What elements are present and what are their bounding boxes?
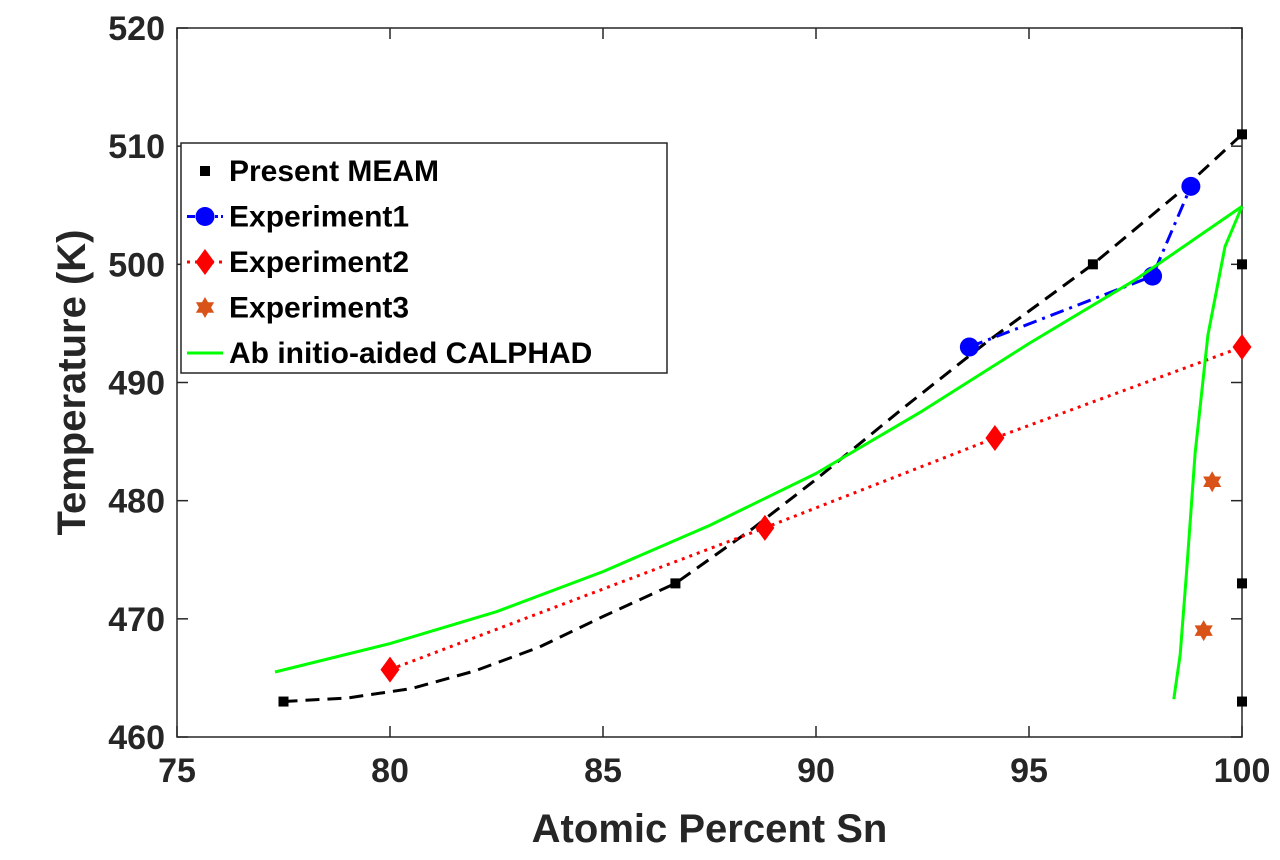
legend-label-experiment3: Experiment3 [229,292,409,325]
legend-label-experiment1: Experiment1 [229,201,409,234]
y-tick-label: 520 [108,10,165,48]
y-tick-label: 500 [108,246,165,284]
plot-area [274,129,1252,707]
data-point-experiment1 [1181,176,1201,196]
data-point-experiment3-b [1194,625,1213,642]
series-line-ab-initio-aided-calphad [1172,205,1244,700]
legend-marker-experiment2 [195,249,215,275]
data-point-experiment3 [1194,620,1213,642]
data-point-present-meam [1237,259,1247,270]
x-tick-label: 75 [158,752,196,790]
x-tick-label: 100 [1214,752,1271,790]
data-point-present-meam [670,578,681,589]
legend-label-present-meam: Present MEAM [229,155,439,188]
legend-marker-experiment1 [195,207,215,226]
x-tick-label: 90 [797,752,835,790]
y-tick-label: 470 [108,601,165,639]
data-point-present-meam [1087,259,1098,270]
y-tick-label: 480 [108,483,165,521]
legend-marker-experiment3 [195,297,215,318]
legend: Present MEAM Experiment1 Experiment2 Experi… [180,142,668,374]
plot-frame [176,27,1243,738]
x-tick-label: 80 [371,752,409,790]
data-point-present-meam [1237,696,1247,707]
series-experiment1 [959,176,1201,357]
legend-box [180,142,668,374]
data-point-experiment2 [755,514,775,541]
data-point-experiment1 [959,337,979,357]
data-point-experiment2 [1232,334,1252,361]
series-line-ab-initio-aided-calphad [274,205,1243,674]
series-ab-initio-aided-calphad [274,205,1244,700]
data-point-experiment2 [380,656,400,683]
y-tick-label: 460 [108,719,165,757]
x-axis-label: Atomic Percent Sn [532,807,888,851]
series-line-present-meam [283,133,1244,703]
data-point-present-meam [278,696,289,707]
series-line-experiment2 [389,345,1243,672]
x-tick-label: 95 [1010,752,1048,790]
legend-label-ab-initio-aided-calphad: Ab initio-aided CALPHAD [229,337,592,370]
data-point-experiment2 [985,425,1005,452]
legend-label-experiment2: Experiment2 [229,246,409,279]
series-experiment3 [1194,471,1222,642]
data-point-experiment3-b [1203,476,1222,493]
y-axis-label: Temperature (K) [50,230,94,536]
y-tick-label: 510 [108,128,165,166]
series-present-meam [278,129,1247,707]
y-tick-label: 490 [108,365,165,403]
series-experiment2 [380,334,1252,683]
legend-marker-present-meam [200,166,210,176]
data-point-present-meam [1237,578,1247,589]
data-point-experiment3 [1203,471,1222,493]
legend-marker-experiment3-b [195,302,215,318]
x-tick-label: 85 [584,752,622,790]
data-point-present-meam [1237,129,1247,140]
